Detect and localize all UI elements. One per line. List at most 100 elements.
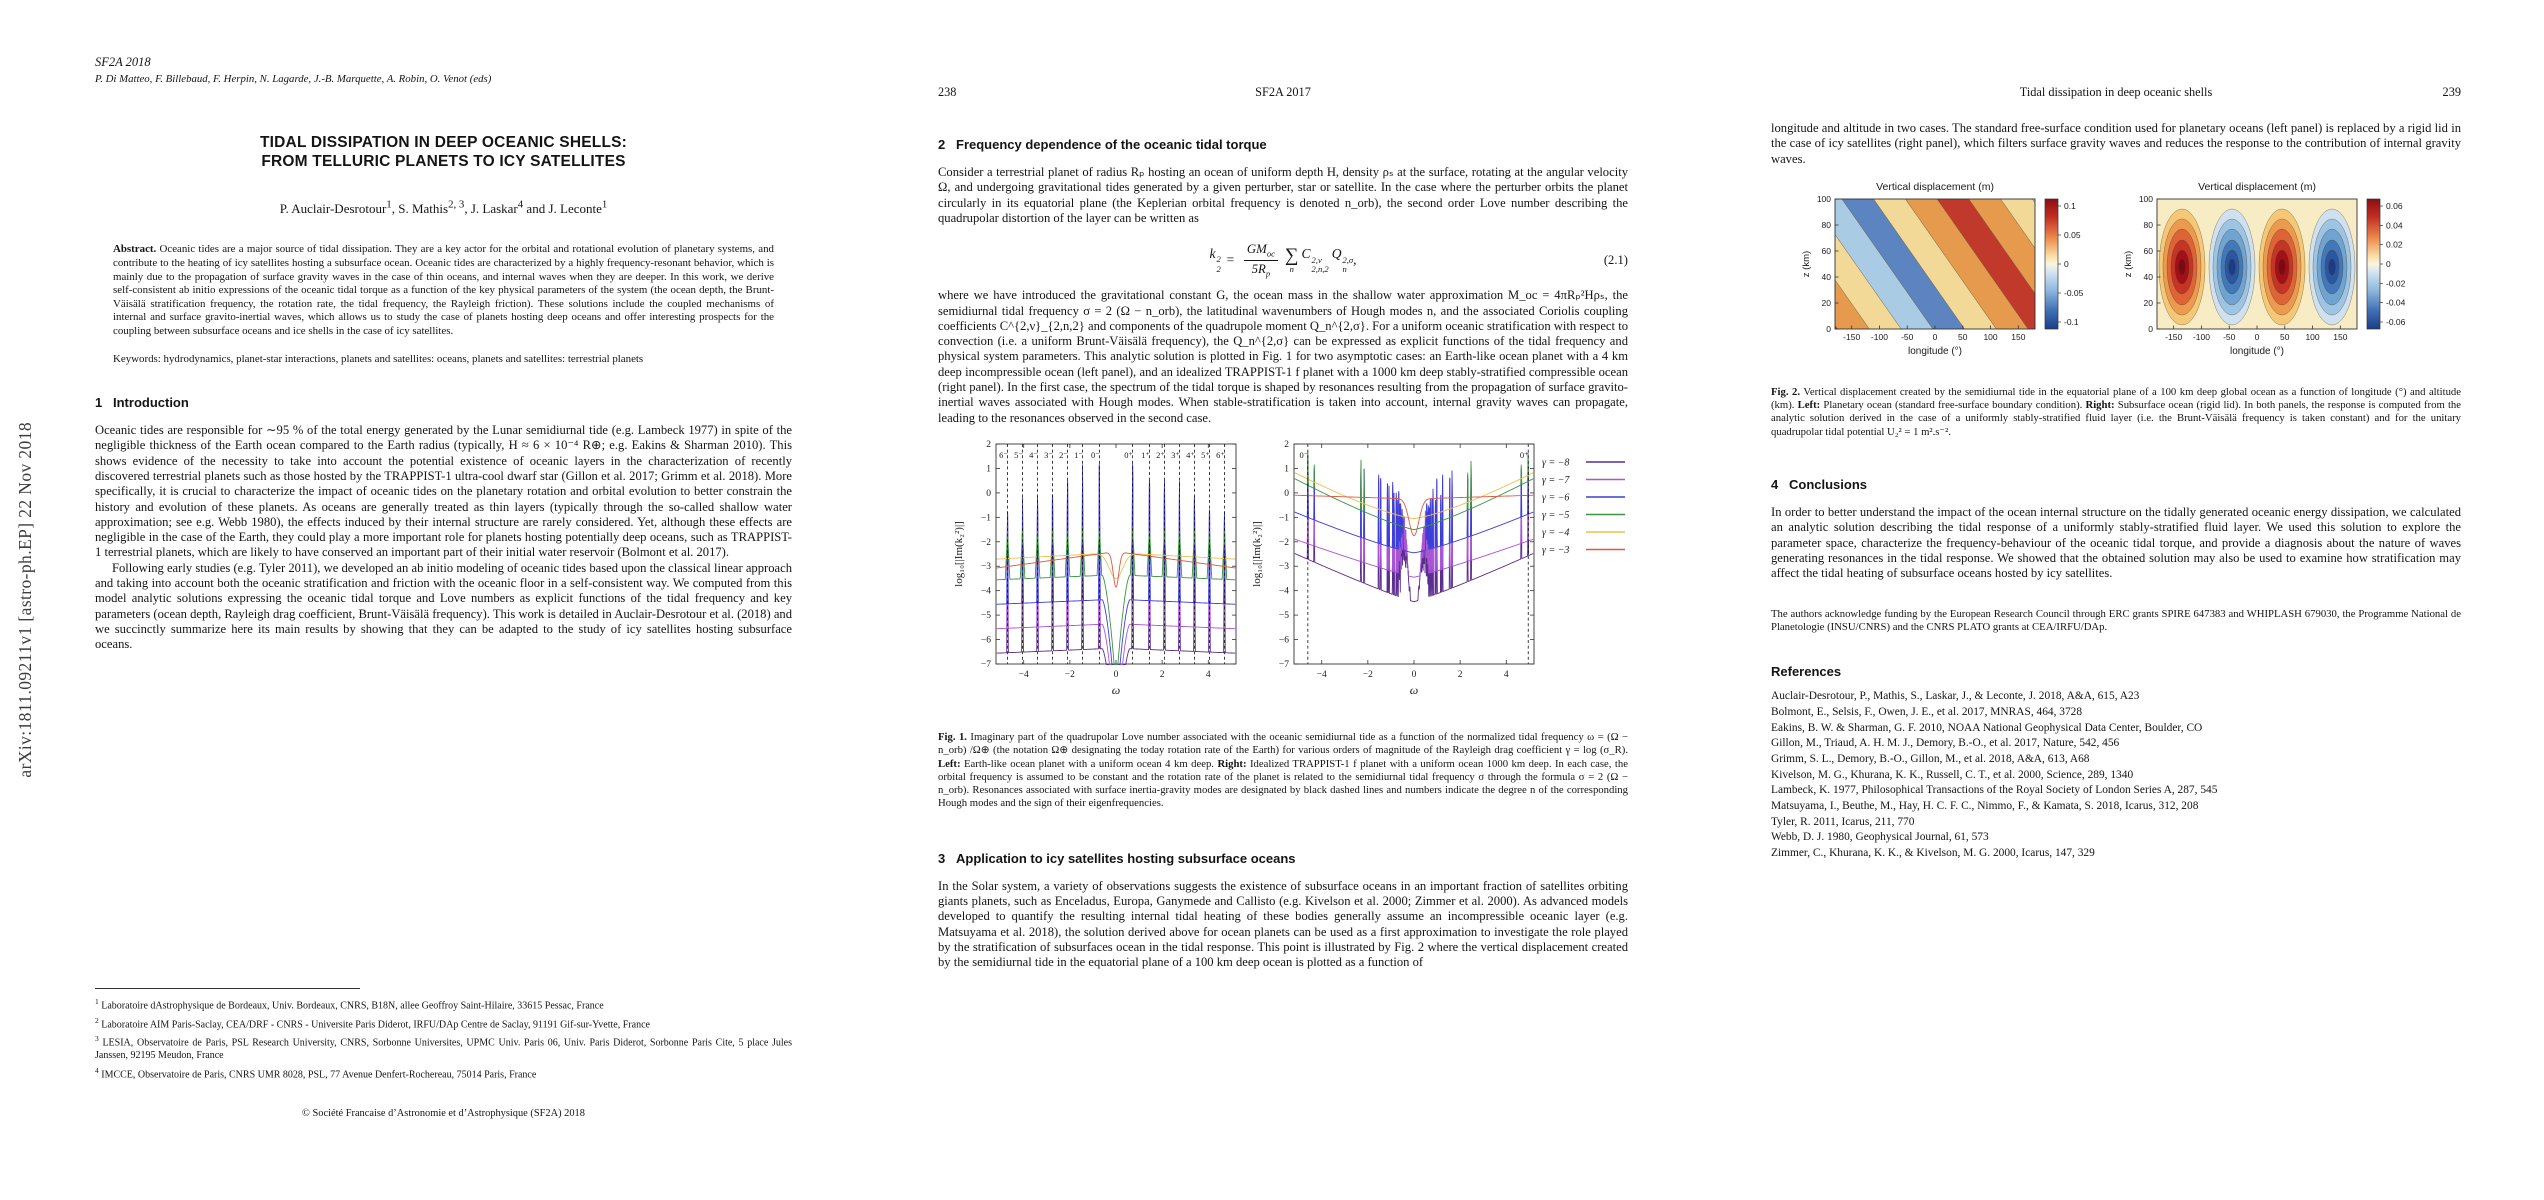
equation-fraction: GMoc 5Rp bbox=[1243, 242, 1278, 278]
intro-paragraph-2: Following early studies (e.g. Tyler 2011… bbox=[95, 560, 792, 652]
x-tick-label: 0 bbox=[1933, 332, 1938, 342]
arxiv-watermark-text: arXiv:1811.09211v1 [astro-ph.EP] 22 Nov … bbox=[14, 422, 35, 778]
colorbar-tick-label: 0.1 bbox=[2064, 201, 2076, 211]
page-number-239: 239 bbox=[2442, 85, 2461, 99]
y-tick-label: 100 bbox=[1817, 194, 1831, 204]
y-tick-label: 100 bbox=[2139, 194, 2153, 204]
y-tick-label: −5 bbox=[981, 611, 991, 621]
y-tick-label: 40 bbox=[2144, 272, 2154, 282]
x-axis-label: ω bbox=[1112, 683, 1120, 697]
keywords-text: hydrodynamics, planet-star interactions,… bbox=[163, 353, 644, 366]
page-239-paragraph-1: longitude and altitude in two cases. The… bbox=[1771, 121, 2461, 166]
x-tick-label: 2 bbox=[1458, 670, 1463, 680]
y-tick-label: −5 bbox=[1279, 611, 1289, 621]
hough-mode-label: 4⁻ bbox=[1029, 450, 1038, 460]
y-tick-label: −2 bbox=[981, 538, 991, 548]
running-head-title: Tidal dissipation in deep oceanic shells bbox=[2019, 85, 2213, 99]
authors-line: P. Auclair-Desrotour1, S. Mathis2, 3, J.… bbox=[95, 199, 792, 217]
y-tick-label: 0 bbox=[986, 489, 991, 499]
colorbar-tick-label: 0.02 bbox=[2386, 240, 2403, 250]
plot-frame bbox=[1293, 443, 1535, 665]
running-head-text: SF2A 2017 bbox=[1255, 85, 1311, 99]
intro-paragraph-1: Oceanic tides are responsible for ∼95 % … bbox=[95, 423, 792, 560]
equation-quadrupole-moment: Q 2,σ n bbox=[1331, 245, 1354, 275]
arxiv-watermark: arXiv:1811.09211v1 [astro-ph.EP] 22 Nov … bbox=[6, 0, 44, 1200]
figure-1-caption: Fig. 1. Imaginary part of the quadrupola… bbox=[938, 730, 1629, 810]
x-tick-label: 4 bbox=[1206, 670, 1211, 680]
fig1-curve-gamma--7 bbox=[1294, 456, 1534, 578]
reference-item: Kivelson, M. G., Khurana, K. K., Russell… bbox=[1771, 768, 2134, 781]
x-tick-label: 0 bbox=[2255, 332, 2260, 342]
equation-sum: ∑ n bbox=[1284, 244, 1299, 274]
y-tick-label: −7 bbox=[1279, 660, 1289, 670]
x-tick-label: −4 bbox=[1317, 670, 1327, 680]
reference-item: Lambeck, K. 1977, Philosophical Transact… bbox=[1771, 784, 2218, 797]
paper-title-line2: FROM TELLURIC PLANETS TO ICY SATELLITES bbox=[261, 153, 626, 170]
y-axis-label: z (km) bbox=[2123, 251, 2134, 277]
fig1-curve-gamma--5 bbox=[1294, 450, 1534, 531]
footnote: 1 Laboratoire dAstrophysique de Bordeaux… bbox=[95, 997, 604, 1012]
figure-1-plots: 2 1 0 −1 −2 −3 −4 −5 −6 −7 −4 −2 0 2 4 log₁₀[|Im(k₂²)|]… bbox=[953, 440, 1625, 697]
y-axis-label: z (km) bbox=[1801, 251, 1812, 277]
hough-mode-label: 5⁺ bbox=[1201, 450, 1210, 460]
copyright-line: © Société Francaise d’Astronomie et d’As… bbox=[302, 1108, 585, 1119]
fig1-legend-label: γ = −6 bbox=[1542, 492, 1569, 503]
colorbar bbox=[2044, 198, 2059, 330]
colorbar-tick-label: 0.05 bbox=[2064, 230, 2081, 240]
paper-title-line1: TIDAL DISSIPATION IN DEEP OCEANIC SHELLS… bbox=[259, 134, 628, 151]
footnote: 2 Laboratoire AIM Paris-Saclay, CEA/DRF … bbox=[95, 1015, 650, 1031]
keywords: Keywords: hydrodynamics, planet-star int… bbox=[113, 353, 774, 367]
fig1-legend-label: γ = −3 bbox=[1542, 545, 1569, 556]
colorbar bbox=[2366, 198, 2381, 330]
x-tick-label: -100 bbox=[1871, 332, 1888, 342]
author-affiliation-mark: 4 bbox=[517, 199, 524, 211]
equation-coupling-coefficient: C 2,ν 2,n,2 bbox=[1301, 245, 1329, 275]
colorbar-tick-label: 0.04 bbox=[2386, 220, 2403, 230]
x-tick-label: 0 bbox=[1412, 670, 1417, 680]
hough-mode-label: 3⁺ bbox=[1171, 450, 1180, 460]
y-axis-label: log₁₀[|Im(k₂²)|] bbox=[953, 521, 965, 587]
reference-item: Tyler, R. 2011, Icarus, 211, 770 bbox=[1771, 815, 1915, 828]
y-tick-label: 80 bbox=[2144, 220, 2154, 230]
fig1-legend-label: γ = −5 bbox=[1542, 510, 1569, 521]
hough-mode-label: 0⁻ bbox=[1299, 450, 1308, 460]
x-axis-label: ω bbox=[1410, 683, 1418, 697]
reference-item: Webb, D. J. 1980, Geophysical Journal, 6… bbox=[1771, 831, 1989, 844]
section-3-paragraph: In the Solar system, a variety of observ… bbox=[938, 878, 1628, 970]
hough-mode-label: 4⁺ bbox=[1186, 450, 1195, 460]
reference-item: Zimmer, C., Khurana, K. K., & Kivelson, … bbox=[1771, 847, 2095, 860]
reference-item: Grimm, S. L., Demory, B.-O., Gillon, M.,… bbox=[1771, 752, 2090, 765]
hough-mode-label: 0⁺ bbox=[1520, 450, 1529, 460]
colorbar-tick-label: 0 bbox=[2386, 259, 2391, 269]
reference-item: Bolmont, E., Selsis, F., Owen, J. E., et… bbox=[1771, 705, 2083, 718]
equation-number: (2.1) bbox=[1603, 252, 1628, 267]
colorbar-tick-label: -0.02 bbox=[2386, 278, 2406, 288]
section-2-paragraph-1: Consider a terrestrial planet of radius … bbox=[938, 165, 1628, 225]
fig1-curve-gamma--4 bbox=[996, 553, 1236, 579]
figure-2-plots: Vertical displacement (m) 0 20 40 60 80 100 -15… bbox=[1801, 181, 2406, 357]
reference-list: Auclair-Desrotour, P., Mathis, S., Laska… bbox=[1771, 689, 2461, 861]
figure-2-caption: Fig. 2. Vertical displacement created by… bbox=[1771, 385, 2461, 438]
colorbar-tick-label: -0.05 bbox=[2064, 288, 2084, 298]
y-tick-label: −6 bbox=[981, 636, 991, 646]
x-axis-label: longitude (°) bbox=[1908, 346, 1962, 357]
plot-frame bbox=[995, 443, 1237, 665]
x-tick-label: 100 bbox=[2305, 332, 2319, 342]
contour-cell bbox=[2228, 258, 2236, 276]
hough-mode-label: 0⁺ bbox=[1124, 450, 1133, 460]
hough-mode-label: 3⁻ bbox=[1044, 450, 1053, 460]
x-tick-label: 2 bbox=[1160, 670, 1165, 680]
author: , J. Laskar4 bbox=[464, 199, 524, 217]
fig2-panel-title: Vertical displacement (m) bbox=[2198, 181, 2316, 193]
page-number-238: 238 bbox=[938, 85, 957, 99]
hough-mode-label: 6⁻ bbox=[999, 450, 1008, 460]
section-2-paragraph-2: where we have introduced the gravitation… bbox=[938, 288, 1628, 425]
colorbar-tick-label: 0 bbox=[2064, 259, 2069, 269]
y-tick-label: −1 bbox=[1279, 513, 1289, 523]
references-heading: References bbox=[1771, 664, 1842, 680]
fig1-left-panel: 2 1 0 −1 −2 −3 −4 −5 −6 −7 −4 −2 0 2 4 log₁₀[|Im(k₂²)|]… bbox=[953, 440, 1237, 697]
x-tick-label: 50 bbox=[1958, 332, 1968, 342]
contour-cell bbox=[2328, 258, 2336, 276]
